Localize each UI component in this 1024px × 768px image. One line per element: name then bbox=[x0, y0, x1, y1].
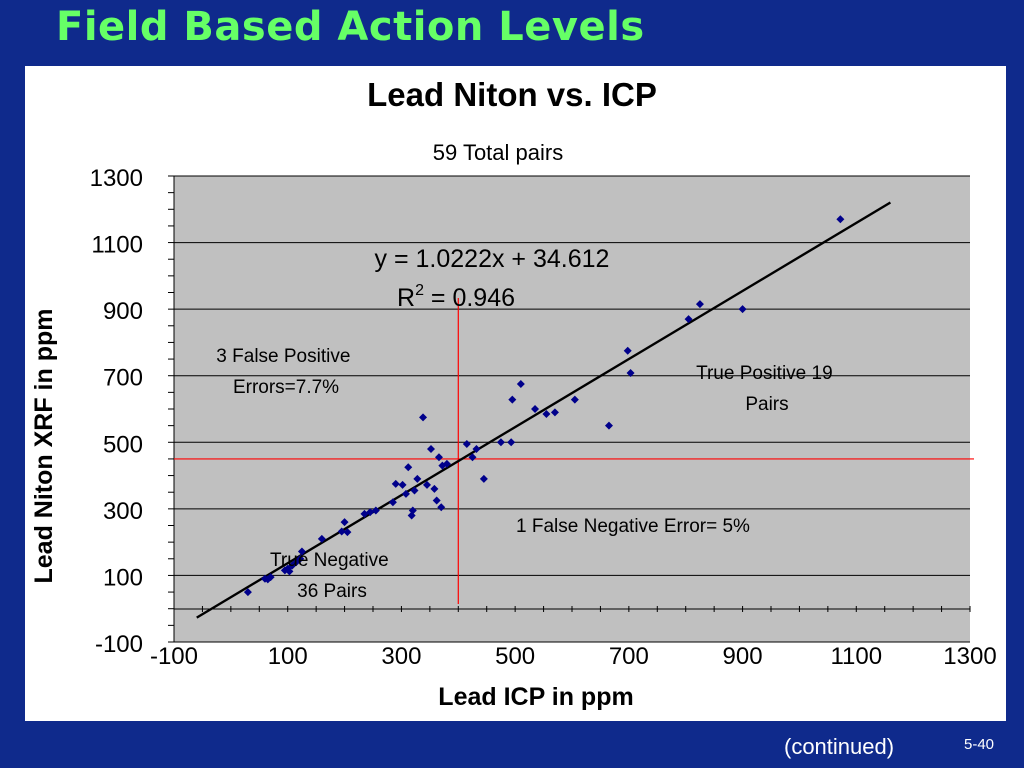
data-point bbox=[266, 573, 275, 582]
data-point bbox=[426, 444, 435, 453]
gridlines bbox=[174, 175, 970, 643]
x-tick-label: 300 bbox=[381, 643, 421, 670]
y-tick-label: 100 bbox=[103, 564, 143, 591]
chart-title: Lead Niton vs. ICP bbox=[367, 76, 657, 113]
data-point bbox=[243, 588, 252, 597]
data-point bbox=[410, 486, 419, 495]
data-point bbox=[285, 567, 294, 576]
true-positive-annotation: True Positive 19 Pairs bbox=[696, 363, 838, 415]
data-point bbox=[401, 489, 410, 498]
data-point bbox=[542, 409, 551, 418]
true-negative-line-2: 36 Pairs bbox=[297, 581, 367, 602]
data-point bbox=[296, 554, 305, 563]
data-point bbox=[531, 405, 540, 413]
threshold-lines bbox=[174, 298, 974, 604]
data-point bbox=[292, 558, 301, 567]
x-tick-label: 1300 bbox=[943, 643, 996, 670]
y-tick-label: 900 bbox=[103, 298, 143, 325]
regression-line bbox=[196, 201, 892, 619]
data-point bbox=[508, 395, 517, 404]
x-tick-label: 900 bbox=[723, 643, 763, 670]
data-point bbox=[684, 315, 693, 324]
data-point bbox=[366, 508, 375, 517]
slide-title: Field Based Action Levels bbox=[56, 4, 645, 50]
x-axis-label: Lead ICP in ppm bbox=[438, 683, 633, 711]
r-squared-sup: 2 bbox=[415, 282, 424, 299]
r-squared-label: R2 = 0.946 bbox=[397, 282, 515, 312]
data-point bbox=[442, 459, 451, 468]
data-point bbox=[468, 453, 477, 462]
data-point bbox=[360, 509, 369, 518]
data-point bbox=[343, 528, 352, 537]
x-tick-label: 1100 bbox=[830, 643, 882, 670]
trendline bbox=[196, 201, 892, 619]
data-point bbox=[337, 527, 346, 536]
data-point bbox=[404, 463, 413, 472]
data-point bbox=[432, 496, 441, 505]
data-point bbox=[626, 369, 635, 378]
data-points bbox=[243, 215, 845, 597]
y-tick-label: -100 bbox=[95, 631, 143, 658]
data-point bbox=[507, 438, 516, 447]
data-point bbox=[391, 479, 400, 488]
data-point bbox=[371, 506, 380, 515]
r-squared-prefix: R bbox=[397, 284, 415, 312]
false-negative-annotation: 1 False Negative Error= 5% bbox=[516, 516, 750, 537]
data-point bbox=[738, 305, 747, 314]
x-tick-label: 500 bbox=[495, 643, 535, 670]
axes: -100 100 300 500 700 900 1100 1300 -100 100 300 500… bbox=[90, 165, 997, 670]
data-point bbox=[836, 215, 845, 224]
data-point bbox=[496, 438, 505, 447]
data-point bbox=[623, 346, 632, 355]
trendline-equation: y = 1.0222x + 34.612 bbox=[375, 245, 610, 273]
data-point bbox=[550, 408, 559, 417]
y-tick-label: 1100 bbox=[91, 232, 143, 259]
data-point bbox=[570, 395, 579, 404]
y-axis-label: Lead Niton XRF in ppm bbox=[30, 309, 58, 584]
data-point bbox=[437, 503, 446, 512]
data-point bbox=[413, 474, 422, 483]
data-point bbox=[604, 421, 613, 430]
true-negative-annotation: True Negative 36 Pairs bbox=[270, 550, 394, 602]
data-point bbox=[434, 453, 443, 462]
chart-panel: Lead Niton vs. ICP 59 Total pairs -100 10… bbox=[25, 66, 1006, 721]
chart-subtitle: 59 Total pairs bbox=[433, 140, 563, 165]
data-point bbox=[317, 534, 326, 543]
x-tick-label: 100 bbox=[268, 643, 308, 670]
false-positive-line-2: Errors=7.7% bbox=[233, 377, 339, 398]
data-point bbox=[388, 498, 397, 507]
data-point bbox=[419, 413, 428, 422]
x-tick-label: 700 bbox=[609, 643, 649, 670]
data-point bbox=[472, 444, 481, 453]
y-tick-label: 500 bbox=[103, 431, 143, 458]
data-point bbox=[297, 547, 306, 556]
data-point bbox=[430, 484, 439, 493]
r-squared-value: = 0.946 bbox=[424, 284, 515, 312]
true-positive-line-2: Pairs bbox=[745, 394, 788, 415]
x-tick-label: -100 bbox=[150, 643, 198, 670]
data-point bbox=[408, 506, 417, 515]
y-tick-label: 700 bbox=[103, 365, 143, 392]
plot-area bbox=[174, 176, 970, 642]
y-tick-label: 300 bbox=[103, 498, 143, 525]
data-point bbox=[462, 439, 471, 448]
true-positive-line-1: True Positive 19 bbox=[696, 363, 833, 384]
false-positive-line-1: 3 False Positive bbox=[216, 346, 350, 367]
data-point bbox=[479, 474, 488, 483]
data-point bbox=[398, 480, 407, 489]
y-tick-label: 1300 bbox=[90, 165, 143, 192]
data-point bbox=[423, 480, 432, 489]
data-point bbox=[516, 380, 525, 389]
true-negative-line-1: True Negative bbox=[270, 550, 389, 571]
false-positive-annotation: 3 False Positive Errors=7.7% bbox=[216, 346, 355, 398]
data-point bbox=[340, 518, 349, 527]
continued-note: (continued) bbox=[784, 734, 895, 759]
data-point bbox=[695, 300, 704, 309]
scatter-chart: Lead Niton vs. ICP 59 Total pairs -100 10… bbox=[30, 76, 997, 711]
slide-number: 5-40 bbox=[964, 736, 995, 753]
